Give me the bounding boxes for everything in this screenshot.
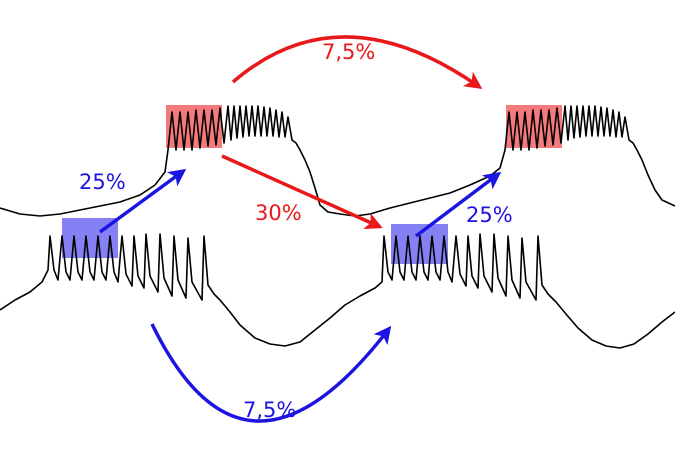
top-arc-label: 7,5% (322, 40, 375, 64)
upper-voltage-trace (0, 105, 675, 217)
middle-red-arrow (221, 154, 383, 229)
left-blue-arrow-label: 25% (79, 170, 126, 194)
lower-voltage-trace (0, 233, 675, 349)
right-blue-arrow-label: 25% (466, 203, 513, 227)
bottom-arc-label: 7,5% (243, 398, 296, 422)
top-red-arc-arrow (231, 35, 483, 89)
bottom-blue-arc-arrow (150, 323, 392, 423)
middle-red-arrow-label: 30% (255, 201, 302, 225)
right-blue-arrow (414, 171, 502, 238)
left-blue-arrow (98, 168, 187, 234)
